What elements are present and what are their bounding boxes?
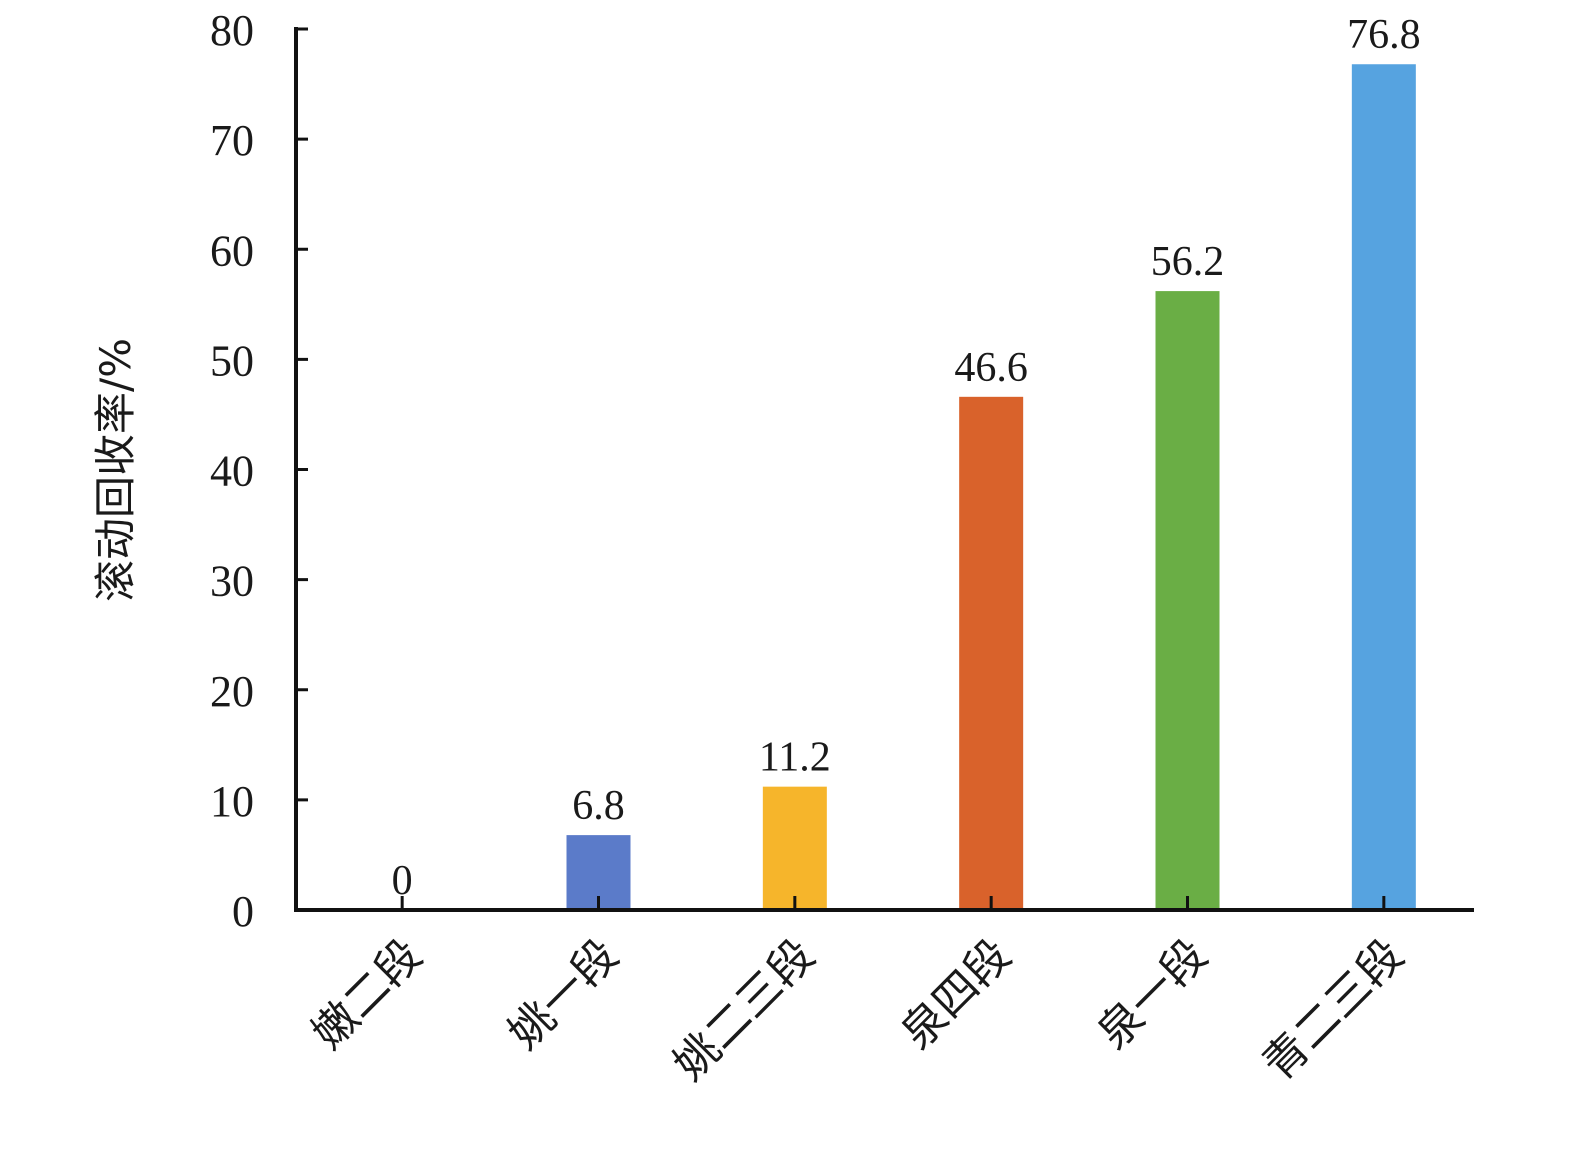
category-label: 嫩二段 [303,930,432,1059]
y-axis-ticks: 0 10 20 30 40 50 60 70 80 [210,6,308,936]
y-tick-label: 20 [210,667,254,716]
bar [959,396,1024,910]
bars [566,64,1416,911]
bar [762,786,827,910]
data-label: 56.2 [1151,239,1225,285]
y-tick-label: 0 [232,887,254,936]
category-label: 泉四段 [892,930,1021,1059]
y-tick-label: 40 [210,447,254,496]
y-tick-label: 30 [210,557,254,606]
category-label: 姚二三段 [664,930,825,1091]
data-labels: 0 6.8 11.2 46.6 56.2 76.8 [392,12,1421,904]
y-tick-label: 70 [210,116,254,165]
data-label: 46.6 [954,345,1028,391]
data-label: 0 [392,858,413,904]
y-tick-label: 60 [210,226,254,275]
bar [1155,291,1220,910]
category-label: 青二三段 [1253,930,1414,1091]
y-tick-label: 10 [210,777,254,826]
data-label: 6.8 [572,783,625,829]
bar [1351,64,1416,911]
x-axis-ticks [400,896,1386,910]
y-tick-label: 50 [210,336,254,385]
data-label: 76.8 [1347,12,1421,58]
category-label: 姚一段 [499,930,628,1059]
data-label: 11.2 [759,735,831,781]
y-tick-label: 80 [210,6,254,55]
category-labels: 嫩二段 姚一段 姚二三段 泉四段 泉一段 青二三段 [303,930,1414,1091]
category-label: 泉一段 [1088,930,1217,1059]
y-axis-title: 滚动回收率/% [91,338,140,602]
